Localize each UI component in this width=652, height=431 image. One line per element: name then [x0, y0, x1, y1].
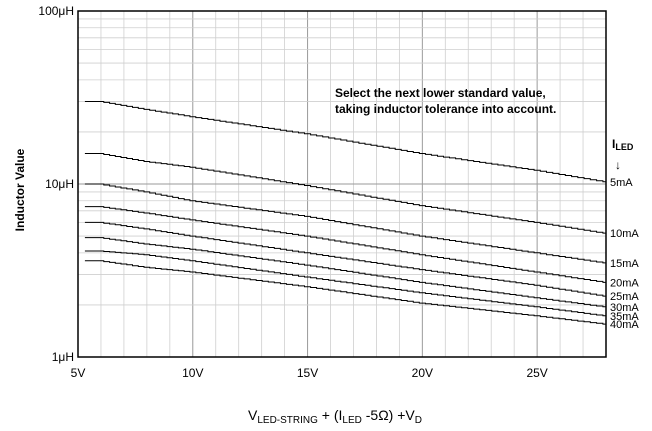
legend-header: ILED: [612, 137, 634, 152]
series-label: 35mA: [610, 311, 639, 323]
series-line-35mA: [84, 250, 606, 317]
series-label: 40mA: [610, 319, 639, 331]
x-axis-title: VLED-STRING + (ILED -5Ω) +VD: [248, 407, 422, 426]
y-tick-label: 10μH: [45, 177, 74, 191]
series-line-10mA: [84, 153, 606, 234]
x-tick-label: 25V: [526, 366, 547, 380]
series-line-15mA: [84, 183, 606, 264]
series-label: 20mA: [610, 277, 639, 289]
x-axis-title-subscript: LED: [342, 415, 361, 426]
x-tick-label: 20V: [412, 366, 433, 380]
x-tick-label: 15V: [297, 366, 318, 380]
x-axis-title-subscript: LED-STRING: [257, 415, 318, 426]
y-tick-labels: 1μH 10μH 100μH: [38, 4, 74, 364]
series-line-40mA: [84, 260, 606, 325]
x-tick-label: 5V: [71, 366, 86, 380]
series-line-25mA: [84, 221, 606, 297]
curves: [84, 101, 606, 325]
legend-down-arrow-icon: ↓: [615, 158, 621, 172]
x-tick-labels: 5V 10V 15V 20V 25V: [71, 366, 548, 380]
series-line-20mA: [84, 206, 606, 283]
y-tick-label: 100μH: [38, 4, 74, 18]
series-label: 5mA: [610, 177, 633, 189]
x-tick-label: 10V: [182, 366, 203, 380]
series-line-30mA: [84, 237, 606, 308]
x-axis-title-part: + (I: [318, 407, 343, 423]
series-label: 25mA: [610, 291, 639, 303]
x-axis-title-part: V: [248, 407, 258, 423]
plot-frame: [77, 10, 607, 358]
annotation-line-1: Select the next lower standard value,: [335, 86, 546, 100]
annotation-line-2: taking inductor tolerance into account.: [335, 102, 556, 116]
x-axis-title-part: -5Ω) +V: [362, 407, 416, 423]
y-tick-label: 1μH: [52, 350, 74, 364]
legend-header-main: I: [612, 137, 615, 151]
series-label: 30mA: [610, 302, 639, 314]
x-axis-title-subscript: D: [415, 415, 422, 426]
y-axis-title: Inductor Value: [13, 148, 27, 231]
series-label: 15mA: [610, 258, 639, 270]
series-label: 10mA: [610, 228, 639, 240]
legend-header-sub: LED: [615, 142, 634, 152]
series-line-5mA: [84, 101, 606, 183]
